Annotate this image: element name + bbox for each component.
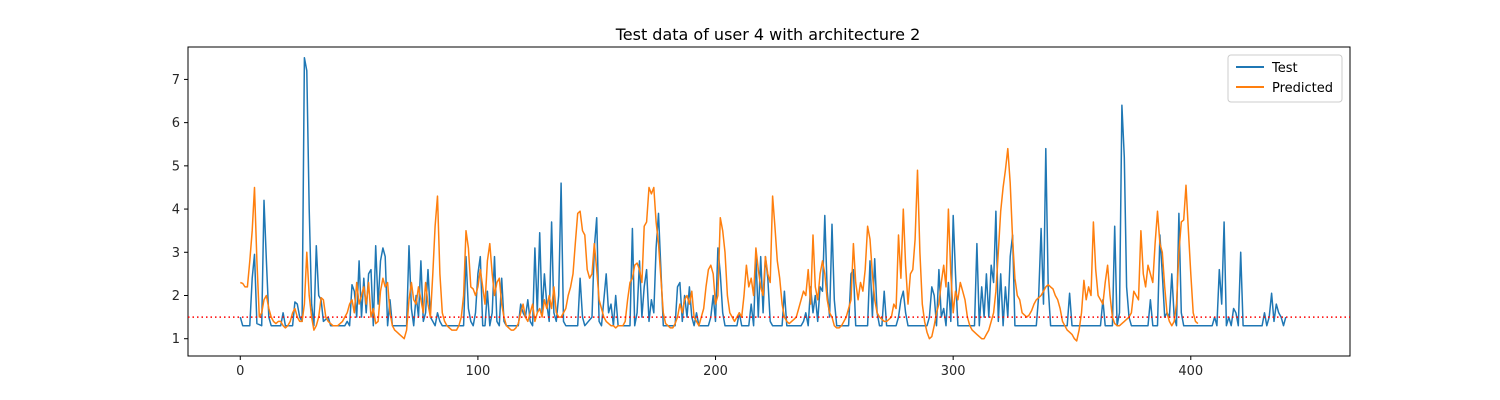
x-tick-label: 400 — [1178, 364, 1203, 379]
x-tick-label: 200 — [703, 364, 728, 379]
axes-layer: 0 100 200 300 400 1 2 3 4 5 6 7 — [172, 73, 1203, 379]
y-tick-label: 1 — [172, 332, 180, 347]
y-tick-label: 4 — [172, 203, 180, 218]
y-tick-label: 5 — [172, 159, 180, 174]
plot-layer — [188, 57, 1350, 342]
x-tick-label: 100 — [465, 364, 490, 379]
y-tick-label: 3 — [172, 246, 180, 261]
x-tick-label: 300 — [941, 364, 966, 379]
x-tick-label: 0 — [236, 364, 244, 379]
y-tick-label: 2 — [172, 289, 180, 304]
series-line-predicted — [240, 147, 1199, 342]
legend-test-label: Test — [1271, 61, 1298, 76]
legend: Test Predicted — [1227, 54, 1343, 103]
legend-predicted-label: Predicted — [1272, 81, 1333, 96]
y-tick-label: 7 — [172, 73, 180, 88]
chart-title: Test data of user 4 with architecture 2 — [615, 25, 921, 44]
plot-frame — [187, 46, 1351, 357]
y-tick-label: 6 — [172, 116, 180, 131]
